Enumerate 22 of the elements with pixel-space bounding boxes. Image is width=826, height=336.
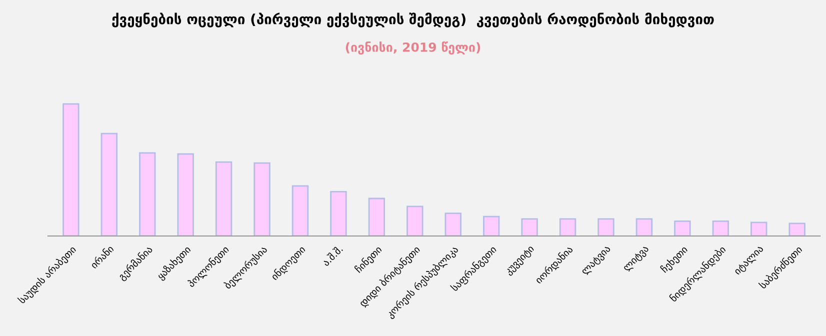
bar: [292, 185, 309, 236]
bar: [636, 218, 653, 236]
bar: [139, 152, 156, 236]
bar: [521, 218, 538, 236]
bar: [177, 153, 194, 236]
bar: [598, 218, 614, 236]
bar: [62, 103, 80, 236]
bar: [559, 218, 576, 236]
bar: [368, 198, 386, 236]
chart-title: ქვეყნების ოცეული (პირველი ექვსეულის შემდეგ) კვეთების რაოდენობის მიხედვით: [112, 12, 714, 28]
chart-subtitle: (ივნისი, 2019 წელი): [346, 41, 480, 55]
bar: [215, 161, 232, 236]
bar: [100, 132, 118, 236]
bar: [330, 190, 347, 236]
bar: [750, 222, 768, 236]
bar: [788, 222, 806, 236]
bar: [406, 206, 424, 236]
bar: [482, 216, 500, 236]
bar: [444, 212, 462, 236]
bar: [254, 162, 270, 236]
bar: [674, 220, 691, 236]
bar: [712, 220, 729, 236]
